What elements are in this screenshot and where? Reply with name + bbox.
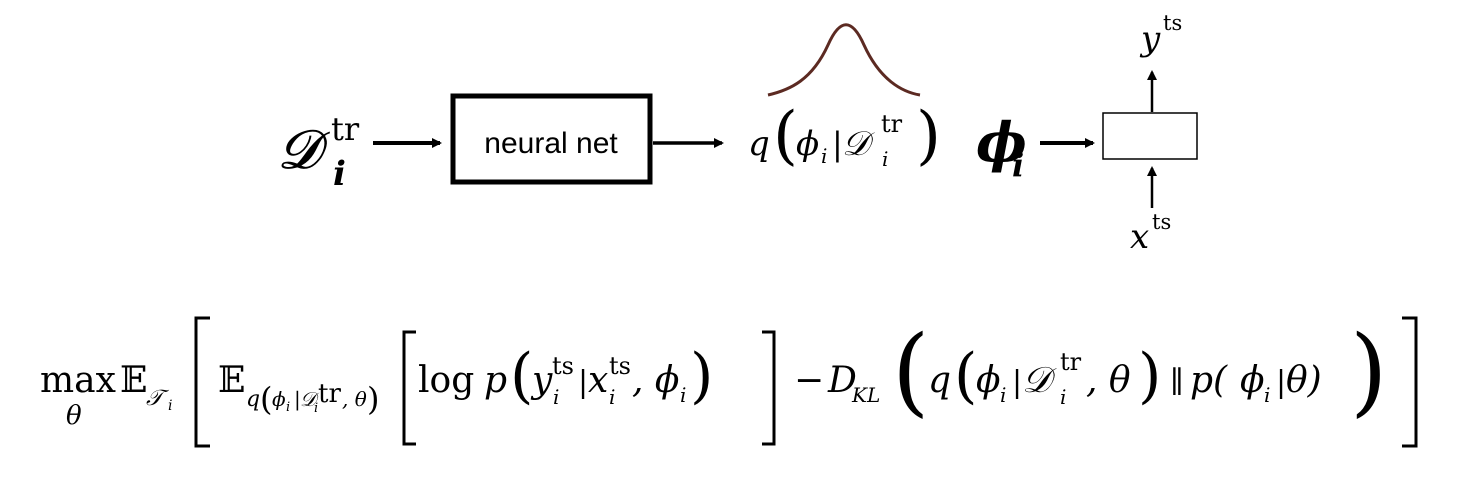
inner-q: q xyxy=(246,387,260,412)
posterior-phi: ϕ xyxy=(796,124,819,164)
inner-left-paren: ( xyxy=(260,380,272,418)
inner-D: 𝒟 xyxy=(300,387,320,411)
kl-prior-phi: ϕ xyxy=(1240,360,1265,401)
kl-parallel: ∥ xyxy=(1170,365,1184,400)
training-dataset-symbol: 𝓓 tr i xyxy=(278,110,360,194)
likelihood-x-sub: i xyxy=(609,385,615,409)
dataset-subscript: i xyxy=(333,154,346,194)
kl-bar: | xyxy=(1012,365,1022,400)
dataset-superscript: tr xyxy=(331,110,360,148)
likelihood-p: p xyxy=(484,360,507,401)
inner-bar: | xyxy=(294,387,301,412)
inner-phi-sub: i xyxy=(286,400,290,415)
outer-expectation-task-sub: i xyxy=(168,398,172,414)
kl-D-letter: 𝒟 xyxy=(1022,360,1057,401)
kl-prior-p: p( xyxy=(1190,360,1228,401)
neural-net-box xyxy=(450,93,653,185)
outer-expectation: 𝔼 xyxy=(120,360,147,401)
max-operator: max xyxy=(40,360,116,401)
kl-D-sub: i xyxy=(1060,385,1066,409)
phi-letter: ϕ xyxy=(976,110,1027,174)
kl-q-right-paren: ) xyxy=(1138,341,1161,411)
inner-D-sup: tr xyxy=(318,379,341,409)
minus-sign: − xyxy=(794,360,824,401)
inner-expectation: 𝔼 xyxy=(218,360,245,401)
dataset-letter: 𝓓 xyxy=(278,118,330,181)
likelihood-y: y xyxy=(530,360,553,401)
inner-phi: ϕ xyxy=(272,387,286,411)
likelihood-phi-sub: i xyxy=(680,383,686,407)
likelihood-left-bracket xyxy=(402,330,416,446)
likelihood-right-bracket xyxy=(762,330,776,446)
inner-comma-theta: , θ xyxy=(342,387,367,411)
posterior-right-paren: ) xyxy=(916,99,941,173)
kl-D-sup: tr xyxy=(1060,348,1082,376)
outer-expectation-task: 𝒯 xyxy=(146,386,170,411)
posterior-q: q xyxy=(748,124,770,164)
input-x: x xyxy=(1130,217,1149,257)
kl-q: q xyxy=(928,360,951,401)
kl-prior-bar: | xyxy=(1276,365,1286,400)
likelihood-x: x xyxy=(588,360,608,401)
phi-subscript: i xyxy=(1012,146,1024,184)
inner-D-sub: i xyxy=(314,401,318,416)
gaussian-distribution-curve xyxy=(767,23,921,97)
posterior-D: 𝒟 xyxy=(842,124,875,164)
kl-phi-sub: i xyxy=(1000,383,1006,407)
phi-input-symbol: ϕ i xyxy=(976,110,1027,184)
posterior-phi-sub: i xyxy=(821,144,827,168)
likelihood-left-paren: ( xyxy=(510,341,533,411)
kl-right-paren: ) xyxy=(1350,315,1387,427)
log-operator: log xyxy=(418,360,474,401)
likelihood-y-sub: i xyxy=(553,385,559,409)
outer-right-bracket xyxy=(1402,316,1418,448)
kl-subscript: KL xyxy=(851,383,880,407)
kl-prior-phi-sub: i xyxy=(1264,383,1270,407)
posterior-left-paren: ( xyxy=(773,99,798,173)
likelihood-y-sup: ts xyxy=(552,352,574,380)
output-y: y xyxy=(1139,19,1161,59)
kl-comma-theta: , θ xyxy=(1086,360,1131,401)
kl-phi: ϕ xyxy=(976,360,1001,401)
kl-q-left-paren: ( xyxy=(954,341,977,411)
kl-left-paren: ( xyxy=(892,315,929,427)
posterior-bar: | xyxy=(832,125,843,163)
neural-net-label: neural net xyxy=(484,127,618,160)
inner-expectation-subscript: q ( ϕ i | 𝒟 i tr , θ ) xyxy=(246,379,379,418)
likelihood-bar: | xyxy=(578,365,588,400)
max-theta: θ xyxy=(66,401,82,431)
kl-prior-theta-close: θ) xyxy=(1286,360,1322,401)
objective-equation: max θ 𝔼 𝒯 i 𝔼 q ( ϕ i | 𝒟 i tr , θ ) log… xyxy=(40,315,1418,448)
input-x-sup: ts xyxy=(1152,210,1171,234)
likelihood-comma-phi: , ϕ xyxy=(632,360,679,401)
likelihood-x-sup: ts xyxy=(609,352,631,380)
posterior-D-sub: i xyxy=(882,147,888,171)
posterior-D-sup: tr xyxy=(881,110,903,138)
output-y-sup: ts xyxy=(1163,11,1182,35)
outer-left-bracket xyxy=(194,316,210,448)
inner-right-paren: ) xyxy=(367,380,379,418)
posterior-expression: q ( ϕ i | 𝒟 tr i ) xyxy=(748,99,941,173)
likelihood-right-paren: ) xyxy=(690,341,713,411)
kl-D: D xyxy=(827,360,857,401)
predictor-box xyxy=(1102,112,1198,160)
